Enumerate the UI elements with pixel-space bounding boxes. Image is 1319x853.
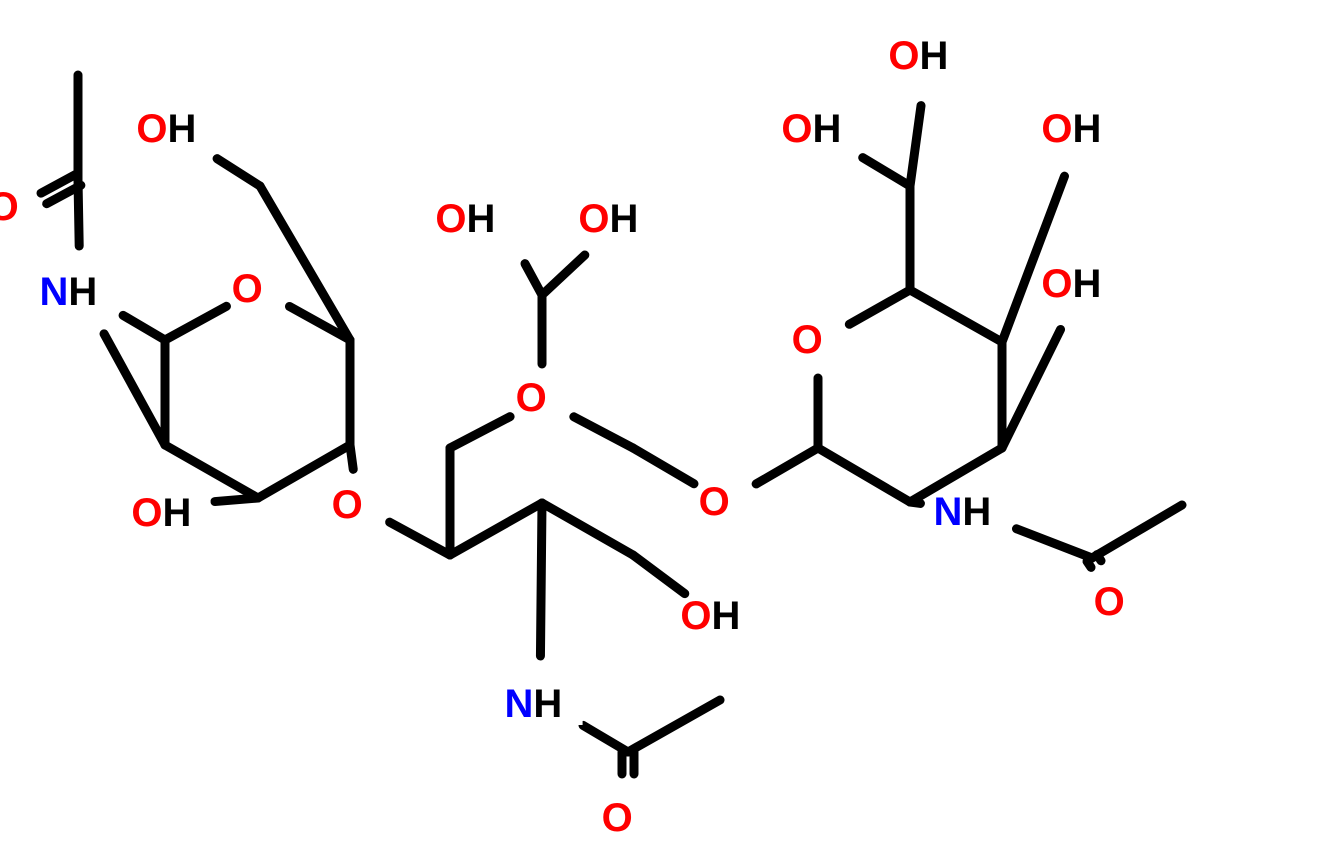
bond bbox=[910, 106, 921, 186]
atom-label: O bbox=[0, 185, 19, 229]
atom-label: OH bbox=[131, 491, 191, 535]
bond bbox=[1002, 176, 1064, 342]
atom-label: OH bbox=[578, 197, 638, 241]
bond bbox=[525, 264, 542, 295]
bond bbox=[390, 522, 450, 555]
atom-label: O bbox=[232, 267, 263, 311]
atom-label: OH bbox=[1041, 262, 1101, 306]
atom-label: OH bbox=[888, 34, 948, 78]
chemical-structure-diagram: O NH O OH O OH O OH O OH NH O NH O O OH OH OH OH OH bbox=[0, 0, 1319, 853]
atom-label: OH bbox=[136, 107, 196, 151]
atom-label: NH bbox=[934, 490, 992, 534]
atom-label: OH bbox=[1041, 107, 1101, 151]
bond bbox=[104, 334, 165, 445]
bond bbox=[1016, 529, 1092, 558]
bond bbox=[1087, 561, 1091, 567]
bond bbox=[863, 158, 910, 186]
bond bbox=[542, 503, 633, 555]
bond bbox=[910, 502, 920, 503]
bond bbox=[633, 448, 694, 484]
bond bbox=[818, 448, 910, 502]
atom-label: O bbox=[602, 796, 633, 840]
bond bbox=[217, 159, 260, 186]
bond bbox=[628, 700, 720, 752]
atom-label: O bbox=[792, 318, 823, 362]
bond bbox=[756, 448, 818, 484]
bond bbox=[574, 417, 633, 448]
atom-label: O bbox=[1094, 580, 1125, 624]
bond bbox=[1002, 329, 1061, 448]
atom-label: OH bbox=[781, 107, 841, 151]
bond bbox=[633, 555, 685, 594]
bond bbox=[450, 503, 542, 555]
atom-label: O bbox=[516, 376, 547, 420]
bond bbox=[910, 290, 1002, 342]
bond bbox=[1092, 505, 1182, 558]
bond bbox=[450, 417, 510, 448]
atom-label: NH bbox=[40, 270, 98, 314]
bond bbox=[540, 503, 542, 656]
bond bbox=[123, 315, 165, 340]
atom-label: O bbox=[332, 483, 363, 527]
bond bbox=[849, 290, 910, 324]
atom-label: O bbox=[699, 480, 730, 524]
atom-label: NH bbox=[505, 682, 563, 726]
bond bbox=[542, 255, 585, 295]
bond bbox=[165, 306, 226, 340]
atom-label: OH bbox=[435, 197, 495, 241]
bond bbox=[78, 180, 79, 246]
atom-label: OH bbox=[680, 594, 740, 638]
